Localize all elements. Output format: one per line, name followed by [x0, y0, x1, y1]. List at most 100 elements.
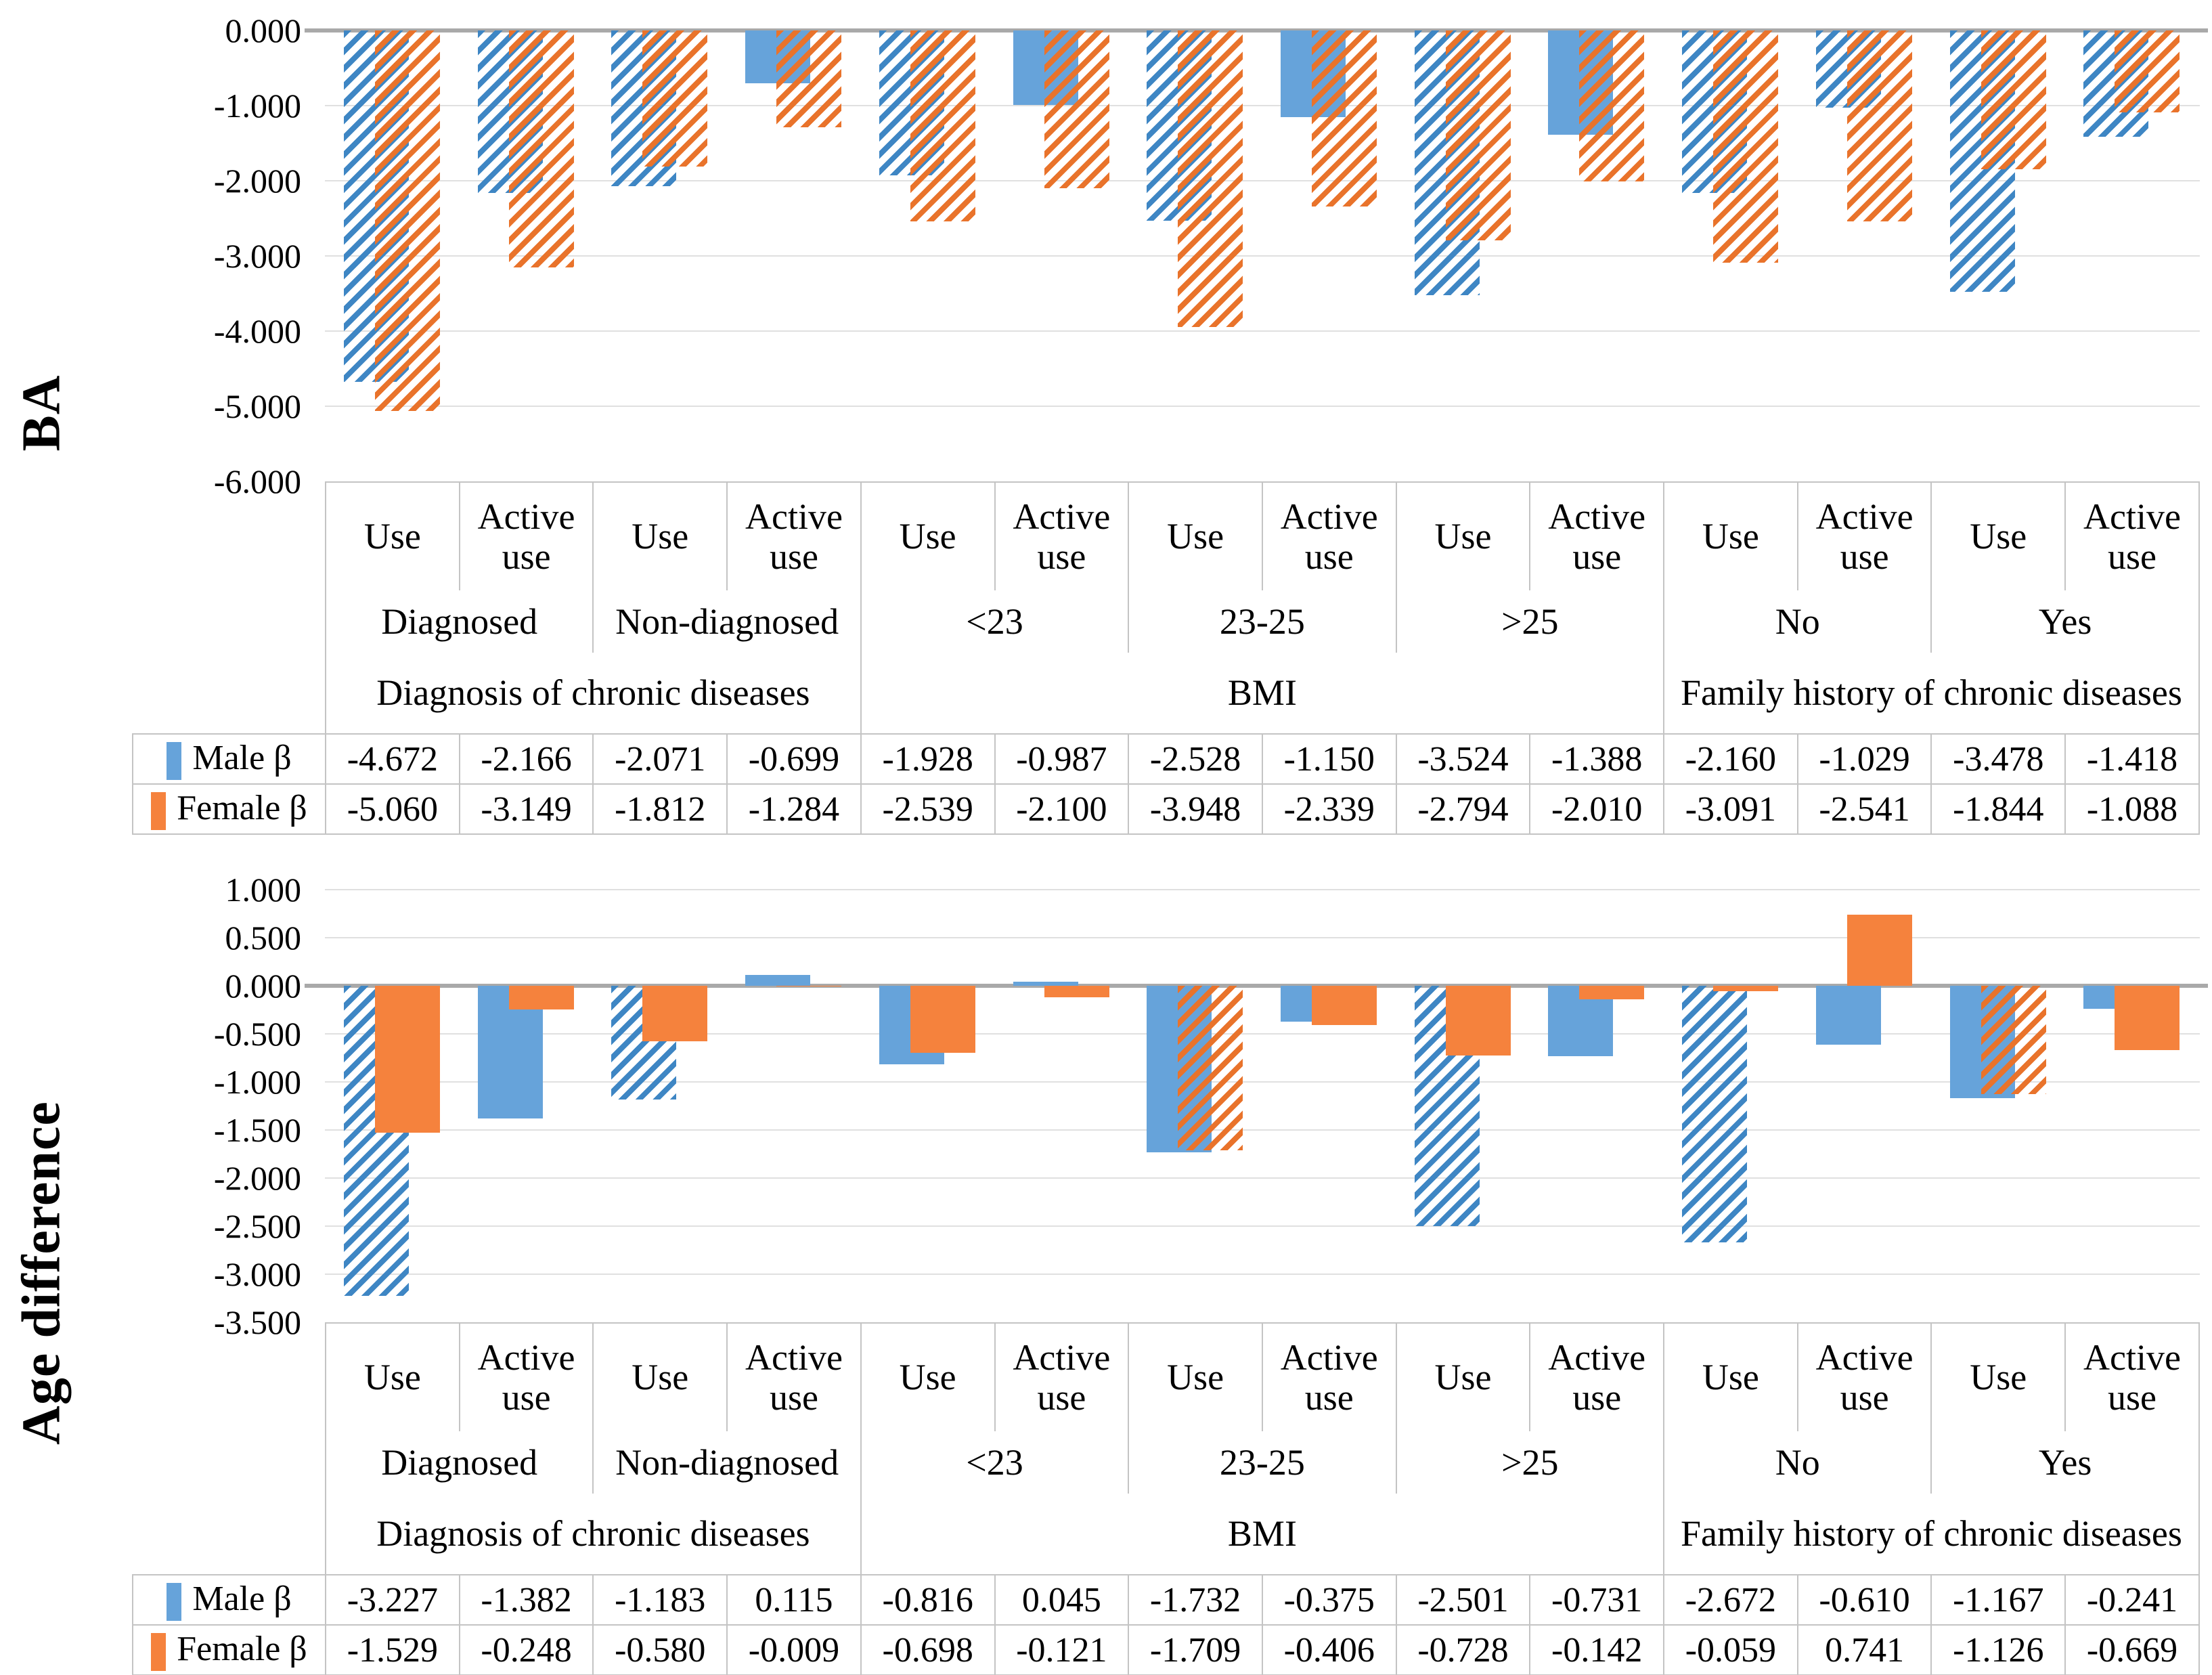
legend-cell-female: Female β [132, 1624, 326, 1675]
value-cell: -2.528 [1128, 733, 1263, 785]
bar-female-6 [1044, 986, 1109, 998]
value-cell: -0.580 [592, 1624, 728, 1675]
bar-male-12 [1815, 986, 1881, 1045]
bar-male-11 [1682, 986, 1748, 1243]
legend-label: Female β [177, 788, 307, 827]
value-cell: -0.699 [726, 733, 862, 785]
header-cell-use: Active use [1796, 1322, 1932, 1431]
y-axis-tick-label: -0.500 [213, 1015, 301, 1053]
value-cell: -0.059 [1663, 1624, 1798, 1675]
value-cell: -0.375 [1261, 1574, 1397, 1626]
y-axis-title-age-difference: Age difference [12, 1101, 72, 1445]
gridline [325, 105, 2200, 106]
value-cell: -1.382 [458, 1574, 594, 1626]
value-cell: -1.418 [2064, 733, 2200, 785]
zero-axis-line [305, 984, 2208, 988]
table-corner-spacer [133, 1323, 326, 1431]
y-axis-tick-label: -1.500 [213, 1111, 301, 1149]
bar-male-4 [745, 974, 811, 986]
bar-male-6 [1013, 981, 1078, 986]
value-cell: 0.741 [1796, 1624, 1932, 1675]
header-cell-subcategory: No [1663, 1431, 1932, 1494]
y-axis-tick-label: -2.500 [213, 1207, 301, 1245]
header-cell-use: Active use [726, 1322, 862, 1431]
value-cell: -2.010 [1529, 783, 1665, 835]
y-axis-tick-label: -2.000 [213, 1159, 301, 1197]
table-corner-spacer [133, 1494, 326, 1575]
header-cell-use: Use [860, 481, 996, 590]
legend-key-female-swatch [151, 1633, 167, 1672]
header-cell-use: Active use [458, 1322, 594, 1431]
gridline [325, 1225, 2200, 1227]
gridline [325, 255, 2200, 257]
bar-female-13 [1981, 30, 2046, 169]
header-cell-subcategory: Non-diagnosed [592, 590, 862, 653]
legend-cell-male: Male β [132, 1574, 326, 1626]
value-cell: -1.183 [592, 1574, 728, 1626]
bar-female-13 [1981, 986, 2046, 1094]
header-cell-group: Family history of chronic diseases [1663, 653, 2200, 734]
y-axis-tick-label: -4.000 [213, 312, 301, 350]
bar-female-5 [910, 30, 975, 221]
header-cell-group: Family history of chronic diseases [1663, 1494, 2200, 1575]
value-cell: -4.672 [325, 733, 460, 785]
bar-female-11 [1713, 30, 1779, 263]
header-cell-use: Active use [1261, 1322, 1397, 1431]
header-cell-subcategory: Non-diagnosed [592, 1431, 862, 1494]
legend-label: Male β [192, 738, 292, 777]
bar-female-5 [910, 986, 975, 1053]
value-cell: -2.160 [1663, 733, 1798, 785]
value-cell: -2.501 [1395, 1574, 1531, 1626]
value-cell: -2.541 [1796, 783, 1932, 835]
header-cell-subcategory: Diagnosed [324, 1431, 594, 1494]
value-cell: -2.166 [458, 733, 594, 785]
legend-label: Male β [192, 1579, 292, 1618]
header-cell-use: Active use [726, 481, 862, 590]
header-cell-subcategory: >25 [1395, 1431, 1665, 1494]
header-cell-use: Active use [2064, 1322, 2200, 1431]
bar-female-9 [1445, 30, 1511, 241]
gridline [325, 937, 2200, 938]
header-cell-use: Use [325, 481, 460, 590]
gridline [325, 180, 2200, 181]
bar-female-1 [375, 986, 440, 1133]
value-cell: -3.478 [1930, 733, 2066, 785]
value-cell: -0.731 [1529, 1574, 1665, 1626]
header-cell-group: Diagnosis of chronic diseases [325, 653, 862, 734]
table-corner-spacer [133, 1431, 326, 1494]
header-cell-use: Active use [458, 481, 594, 590]
header-cell-use: Use [1395, 1322, 1531, 1431]
gridline [325, 1081, 2200, 1083]
bar-female-2 [508, 986, 574, 1010]
header-cell-use: Active use [1529, 481, 1665, 590]
bar-female-2 [508, 30, 574, 267]
bar-female-7 [1178, 986, 1243, 1150]
value-cell: -3.948 [1128, 783, 1263, 835]
table-corner-spacer [133, 653, 326, 734]
y-axis-tick-label: -6.000 [213, 462, 301, 500]
header-cell-use: Active use [2064, 481, 2200, 590]
value-cell: -3.091 [1663, 783, 1798, 835]
value-cell: -2.339 [1261, 783, 1397, 835]
value-cell: -1.088 [2064, 783, 2200, 835]
y-axis-tick-label: 0.000 [225, 12, 302, 49]
value-cell: -0.009 [726, 1624, 862, 1675]
header-cell-use: Active use [994, 481, 1130, 590]
y-axis-title-ba: BA [12, 374, 72, 452]
y-axis-tick-label: -3.000 [213, 1255, 301, 1293]
header-cell-subcategory: 23-25 [1128, 590, 1397, 653]
value-cell: -0.406 [1261, 1624, 1397, 1675]
bar-female-10 [1579, 986, 1645, 1000]
bar-female-9 [1445, 986, 1511, 1056]
value-cell: -1.029 [1796, 733, 1932, 785]
header-cell-use: Use [1128, 481, 1263, 590]
legend-key-male-swatch [167, 742, 182, 781]
header-cell-group: Diagnosis of chronic diseases [325, 1494, 862, 1575]
header-cell-group: BMI [860, 1494, 1665, 1575]
gridline [325, 1033, 2200, 1035]
value-cell: -1.284 [726, 783, 862, 835]
value-cell: -0.816 [860, 1574, 996, 1626]
table-corner-spacer [133, 482, 326, 590]
value-cell: -0.698 [860, 1624, 996, 1675]
